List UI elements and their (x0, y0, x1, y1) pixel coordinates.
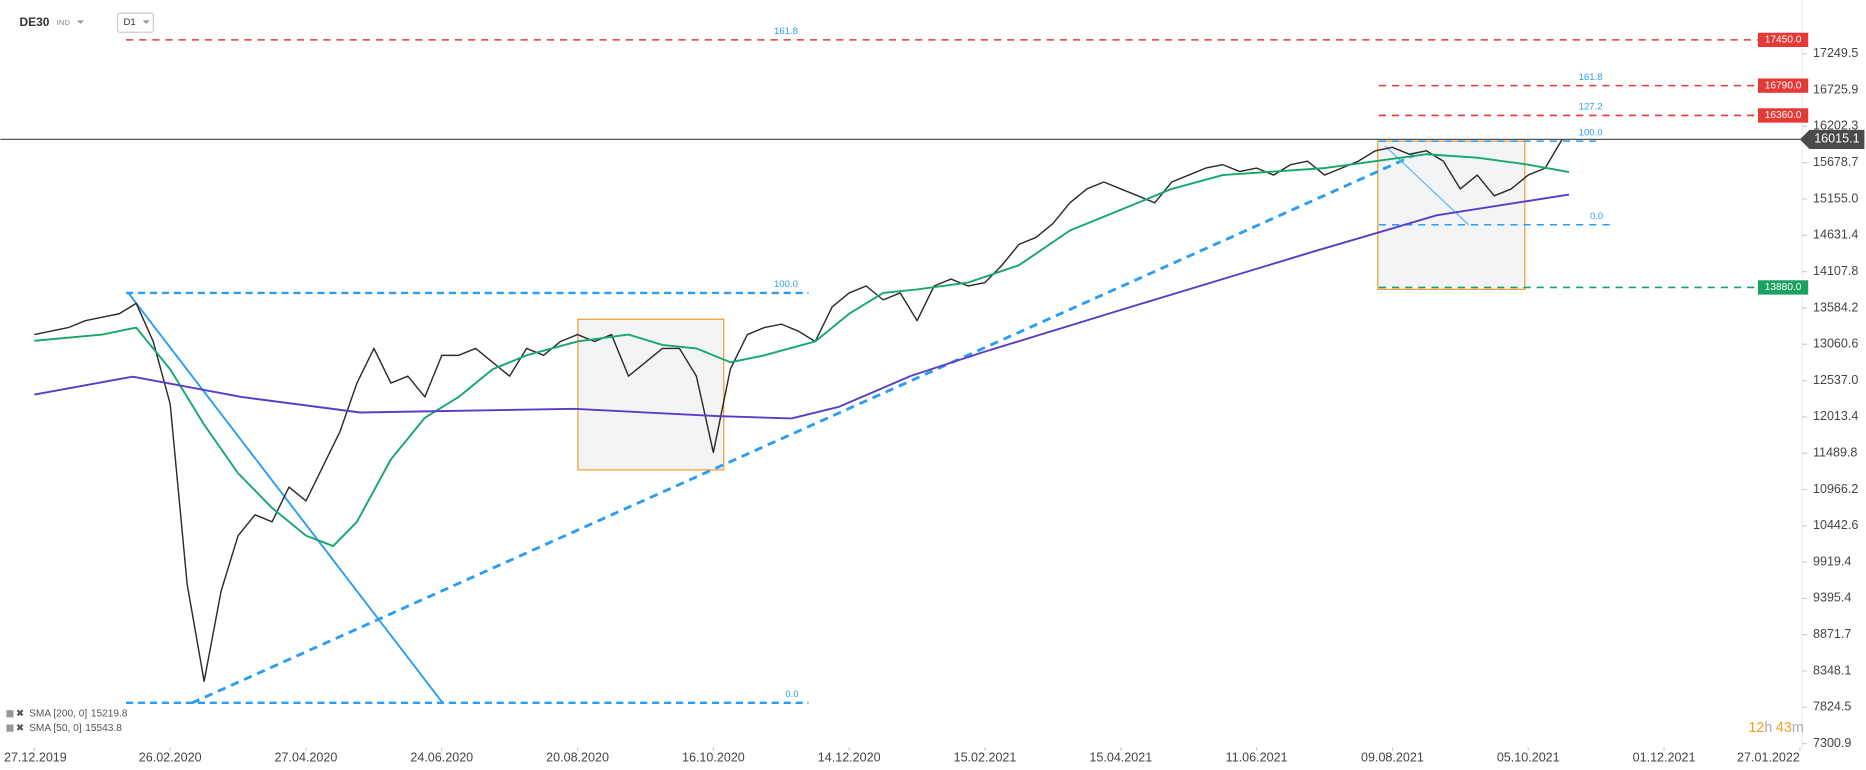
y-tick-label: 10966.2 (1813, 482, 1858, 496)
x-tick-label: 27.01.2022 (1737, 750, 1800, 764)
trend-line (191, 154, 1415, 705)
y-tick-label: 12537.0 (1813, 373, 1858, 387)
legend-entry: SMA [200, 0] (29, 708, 87, 719)
last-price-label: 16015.1 (1814, 132, 1859, 146)
price-line (34, 139, 1563, 682)
y-tick-label: 9395.4 (1813, 591, 1851, 605)
y-tick-label: 17249.5 (1813, 46, 1858, 60)
level-badge (1758, 32, 1809, 48)
x-tick-label: 01.12.2021 (1633, 750, 1696, 764)
interval[interactable]: D1 (124, 17, 136, 28)
y-tick-label: 8348.1 (1813, 663, 1851, 677)
timer: 12h 43m (1748, 720, 1803, 736)
x-tick-label: 09.08.2021 (1361, 750, 1424, 764)
x-tick-label: 05.10.2021 (1497, 750, 1560, 764)
x-tick-label: 20.08.2020 (546, 750, 609, 764)
legend-value: 15543.8 (85, 723, 122, 734)
y-tick-label: 14631.4 (1813, 228, 1858, 242)
y-tick-label: 9919.4 (1813, 554, 1851, 568)
legend-close: ✖ (16, 723, 25, 734)
sma-line (34, 193, 1570, 420)
fib-label: 0.0 (785, 689, 798, 700)
x-tick-label: 27.12.2019 (4, 750, 67, 764)
level-badge-text: 16790.0 (1765, 80, 1802, 91)
fib-label: 161.8 (774, 26, 798, 37)
range-box (577, 318, 725, 471)
legend-close: ✖ (16, 708, 25, 719)
y-tick-label: 7824.5 (1813, 700, 1851, 714)
legend-icon (6, 710, 14, 718)
y-tick-label: 7300.9 (1813, 736, 1851, 750)
header: DE30 IND D1 (20, 12, 155, 33)
y-tick-label: 14107.8 (1813, 264, 1858, 278)
x-tick-label: 15.04.2021 (1089, 750, 1152, 764)
legend-icon (6, 724, 14, 732)
dropdown-caret[interactable] (76, 20, 85, 24)
y-tick-label: 16202.3 (1813, 119, 1858, 133)
timer-part: 43 (1776, 720, 1792, 736)
y-tick-label: 10442.6 (1813, 518, 1858, 532)
timer-part: h (1764, 720, 1772, 736)
x-tick-label: 14.12.2020 (818, 750, 881, 764)
y-tick-label: 13060.6 (1813, 337, 1858, 351)
level-badge-text: 17450.0 (1765, 35, 1802, 46)
market: IND (57, 18, 71, 27)
x-tick-label: 16.10.2020 (682, 750, 745, 764)
y-tick-label: 15155.0 (1813, 191, 1858, 205)
fib-label: 0.0 (1590, 211, 1603, 222)
timer-part: 12 (1748, 720, 1764, 736)
y-tick-label: 11489.8 (1813, 446, 1857, 460)
interval-box[interactable] (116, 12, 155, 33)
timer-part: m (1792, 720, 1804, 736)
legend-entry: SMA [50, 0] (29, 723, 82, 734)
fib-label: 100.0 (1579, 127, 1603, 138)
level-badge-text: 13880.0 (1765, 282, 1802, 293)
legend-value: 15219.8 (91, 708, 128, 719)
fib-label: 161.8 (1579, 72, 1603, 83)
y-tick-label: 12013.4 (1813, 409, 1858, 423)
x-tick-label: 24.06.2020 (410, 750, 473, 764)
sma-line (34, 153, 1570, 548)
y-tick-label: 8871.7 (1813, 627, 1851, 641)
symbol[interactable]: DE30 (20, 15, 50, 29)
trend-line (127, 292, 444, 704)
range-box (1377, 140, 1526, 290)
fib-label: 100.0 (774, 279, 798, 290)
last-price-badge (1799, 129, 1865, 149)
x-tick-label: 11.06.2021 (1226, 750, 1288, 764)
x-tick-label: 26.02.2020 (139, 750, 202, 764)
level-badge (1758, 108, 1809, 123)
x-tick-label: 15.02.2021 (954, 750, 1017, 764)
fib-label: 127.2 (1579, 102, 1603, 113)
y-tick-label: 16725.9 (1813, 82, 1858, 96)
y-tick-label: 15678.7 (1813, 155, 1858, 169)
level-badge (1758, 78, 1809, 93)
dropdown-caret[interactable] (142, 20, 150, 24)
level-badge-text: 16360.0 (1765, 110, 1802, 121)
level-badge (1758, 280, 1809, 295)
x-tick-label: 27.04.2020 (275, 750, 338, 764)
y-tick-label: 13584.2 (1813, 300, 1858, 314)
